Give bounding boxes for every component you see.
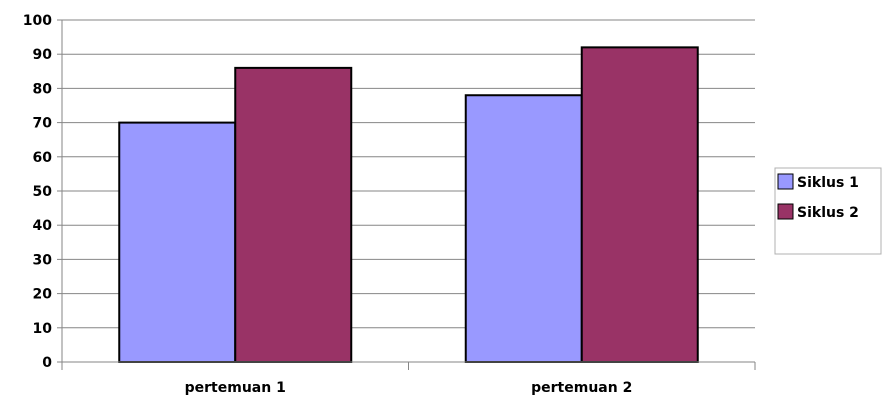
bars — [118, 46, 699, 364]
x-category-label: pertemuan 2 — [531, 380, 632, 396]
x-axis-categories: pertemuan 1 pertemuan 2 — [61, 362, 756, 396]
bar-siklus-1-pertemuan-2 — [464, 94, 583, 364]
y-tick-label: 0 — [42, 355, 52, 371]
bar-siklus-1-pertemuan-1 — [118, 121, 237, 363]
y-tick-label: 60 — [33, 150, 53, 166]
y-tick-label: 100 — [23, 13, 52, 29]
bar-siklus-2-pertemuan-2 — [580, 46, 699, 364]
legend-swatch-siklus-2 — [777, 203, 794, 220]
y-tick-label: 40 — [33, 218, 53, 234]
legend-swatch-siklus-1 — [777, 173, 794, 190]
y-tick-label: 90 — [33, 47, 53, 63]
legend-label-siklus-1: Siklus 1 — [797, 175, 859, 191]
y-axis-ticks: 0 10 20 30 40 50 60 70 80 90 100 — [23, 13, 62, 371]
bar-siklus-2-pertemuan-1 — [234, 66, 353, 363]
y-tick-label: 50 — [33, 184, 53, 200]
legend-label-siklus-2: Siklus 2 — [797, 205, 859, 221]
y-tick-label: 20 — [33, 287, 53, 303]
legend: Siklus 1 Siklus 2 — [774, 167, 882, 255]
y-tick-label: 30 — [33, 252, 53, 268]
y-tick-label: 80 — [33, 81, 53, 97]
y-tick-label: 10 — [33, 321, 53, 337]
y-tick-label: 70 — [33, 116, 53, 132]
x-category-label: pertemuan 1 — [185, 380, 286, 396]
